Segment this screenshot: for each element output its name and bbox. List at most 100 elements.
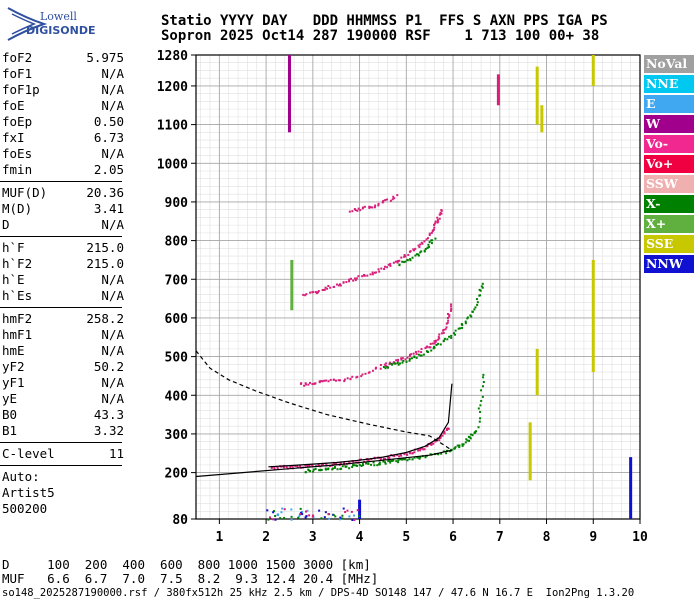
echo-point [410,357,413,360]
echo-point [360,464,363,467]
echo-point [379,458,382,461]
interference-bar [591,55,595,86]
echo-point [410,353,413,356]
param-value: N/A [101,343,124,358]
echo-point [317,290,320,293]
plot-frame [195,54,641,520]
noise-point [318,509,321,512]
echo-point [436,218,439,221]
echo-point [430,242,433,245]
echo-point [465,438,468,441]
echo-point [421,242,424,245]
echo-point [452,332,455,335]
noise-point [308,514,311,517]
echo-point [379,363,382,366]
param-row: foE N/A [0,98,152,114]
echo-point [428,234,431,237]
param-value: 6.73 [93,130,124,145]
divider [0,307,122,308]
echo-point [433,222,436,225]
echo-point [371,271,374,274]
echo-point [304,464,307,467]
echo-point [393,197,396,200]
param-value: N/A [101,66,124,81]
echo-point [437,342,440,345]
echo-point [403,453,406,456]
echo-point [479,417,482,420]
echo-point [437,453,440,456]
echo-point [323,288,326,291]
echo-point [320,380,323,383]
echo-point [335,283,338,286]
param-value: N/A [101,217,124,232]
noise-point [283,508,286,511]
param-group-2: MUF(D) 20.36 M(D) 3.41 D N/A [0,185,152,233]
param-row: hmF1 N/A [0,327,152,343]
echo-point [428,346,431,349]
echo-point [369,206,372,209]
noise-point [283,517,286,520]
echo-point [426,345,429,348]
param-row: MUF(D) 20.36 [0,185,152,201]
echo-point [320,469,323,472]
echo-point [341,465,344,468]
echo-point [477,426,480,429]
noise-point [279,517,282,520]
echo-point [481,286,484,289]
echo-point [478,294,481,297]
echo-point [419,243,422,246]
echo-point [371,273,374,276]
echo-point [424,347,427,350]
y-tick-label: 800 [165,235,189,250]
echo-point [366,274,369,277]
param-row: foEs N/A [0,146,152,162]
echo-point [373,271,376,274]
echo-point [319,468,322,471]
echo-point [393,455,396,458]
echo-point [380,267,383,270]
echo-point [312,468,315,471]
param-name: h`Es [2,288,33,303]
echo-point [419,251,422,254]
echo-point [331,467,334,470]
noise-point [300,511,303,514]
noise-point [328,513,331,516]
echo-point [303,384,306,387]
echo-point [325,462,328,465]
echo-point [413,456,416,459]
echo-point [446,427,449,430]
echo-point [368,206,371,209]
param-value: N/A [101,375,124,390]
param-row: foEp 0.50 [0,114,152,130]
echo-point [402,261,405,264]
logo-brand: Lowell [40,10,77,23]
echo-point [420,241,423,244]
echo-point [476,303,479,306]
echo-point [464,320,467,323]
param-name: hmE [2,343,25,358]
echo-point [374,204,377,207]
legend: NoVal NNE E W Vo- Vo+ SSW X- X+ SSE NNW [644,55,694,275]
echo-point [400,357,403,360]
echo-point [348,210,351,213]
echo-point [440,452,443,455]
echo-point [388,361,391,364]
echo-point [371,206,374,209]
autoscaling-line: Artist5 [2,485,55,500]
echo-point [444,328,447,331]
echo-point [296,465,299,468]
param-name: h`F2 [2,256,33,271]
profile-curve [268,383,453,468]
file-info-footer: so148_2025287190000.rsf / 380fx512h 25 k… [2,587,635,599]
param-row: foF1p N/A [0,82,152,98]
noise-point [299,512,302,515]
echo-point [317,464,320,467]
param-value: 20.36 [86,185,124,200]
noise-point [299,507,302,510]
echo-point [314,291,317,294]
echo-point [405,360,408,363]
echo-point [454,329,457,332]
echo-point [338,379,341,382]
echo-point [416,456,419,459]
param-name: M(D) [2,201,33,216]
